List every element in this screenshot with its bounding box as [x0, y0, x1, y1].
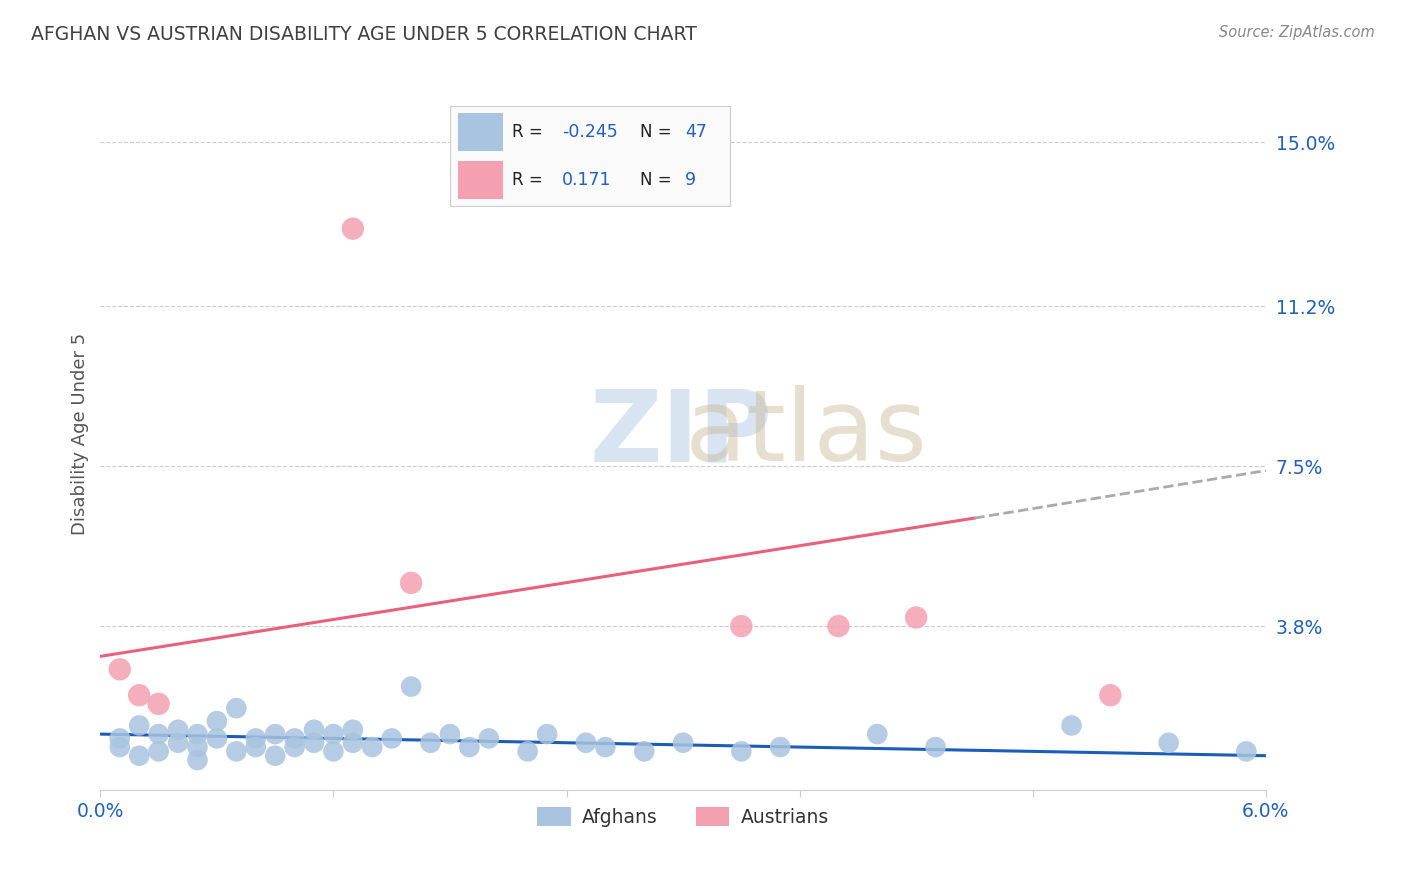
Point: [730, 619, 752, 633]
Point: [361, 740, 384, 755]
Text: ZIP: ZIP: [591, 385, 773, 483]
Point: [186, 740, 208, 755]
Text: atlas: atlas: [591, 385, 927, 483]
Point: [516, 744, 538, 758]
Point: [205, 731, 228, 746]
Point: [322, 727, 344, 741]
Point: [439, 727, 461, 741]
Point: [595, 740, 617, 755]
Point: [633, 744, 655, 758]
Point: [108, 662, 131, 676]
Point: [1060, 718, 1083, 732]
Point: [264, 727, 287, 741]
Point: [108, 740, 131, 755]
Y-axis label: Disability Age Under 5: Disability Age Under 5: [72, 333, 89, 535]
Point: [419, 736, 441, 750]
Point: [769, 740, 792, 755]
Point: [399, 575, 422, 590]
Point: [575, 736, 598, 750]
Point: [536, 727, 558, 741]
Point: [128, 718, 150, 732]
Point: [225, 744, 247, 758]
Point: [322, 744, 344, 758]
Point: [381, 731, 404, 746]
Point: [108, 731, 131, 746]
Point: [245, 740, 267, 755]
Point: [284, 731, 307, 746]
Point: [924, 740, 946, 755]
Point: [128, 748, 150, 763]
Point: [342, 723, 364, 737]
Point: [284, 740, 307, 755]
Point: [342, 736, 364, 750]
Point: [148, 727, 170, 741]
Point: [1157, 736, 1180, 750]
Point: [672, 736, 695, 750]
Point: [128, 688, 150, 702]
Point: [1099, 688, 1122, 702]
Point: [1234, 744, 1257, 758]
Text: Source: ZipAtlas.com: Source: ZipAtlas.com: [1219, 25, 1375, 40]
Point: [730, 744, 752, 758]
Point: [148, 744, 170, 758]
Text: AFGHAN VS AUSTRIAN DISABILITY AGE UNDER 5 CORRELATION CHART: AFGHAN VS AUSTRIAN DISABILITY AGE UNDER …: [31, 25, 697, 44]
Point: [245, 731, 267, 746]
Point: [167, 723, 190, 737]
Legend: Afghans, Austrians: Afghans, Austrians: [530, 799, 837, 834]
Point: [302, 736, 325, 750]
Point: [342, 221, 364, 235]
Point: [167, 736, 190, 750]
Point: [225, 701, 247, 715]
Point: [478, 731, 501, 746]
Point: [827, 619, 849, 633]
Point: [302, 723, 325, 737]
Point: [186, 727, 208, 741]
Point: [205, 714, 228, 728]
Point: [399, 680, 422, 694]
Point: [186, 753, 208, 767]
Point: [905, 610, 928, 624]
Point: [458, 740, 481, 755]
Point: [264, 748, 287, 763]
Point: [866, 727, 889, 741]
Point: [148, 697, 170, 711]
